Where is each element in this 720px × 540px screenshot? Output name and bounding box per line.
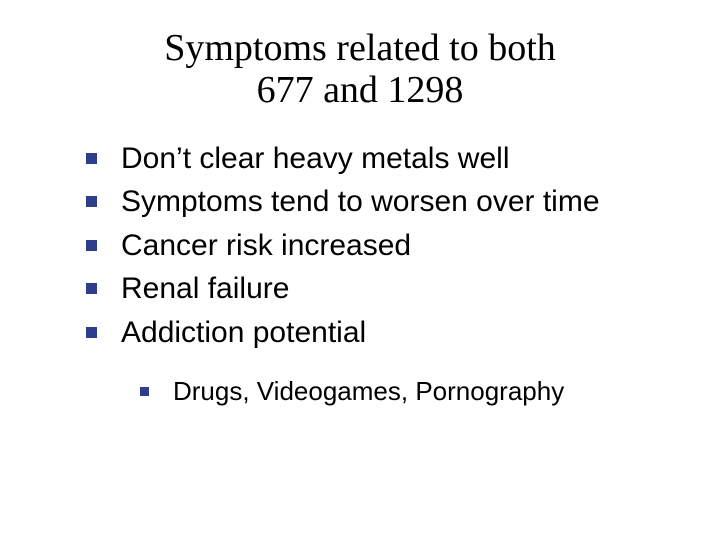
list-item: Renal failure xyxy=(86,270,680,308)
square-bullet-icon xyxy=(86,283,97,294)
slide: Symptoms related to both 677 and 1298 Do… xyxy=(0,0,720,540)
bullet-text: Drugs, Videogames, Pornography xyxy=(173,375,564,408)
bullet-text: Symptoms tend to worsen over time xyxy=(121,183,600,221)
slide-title: Symptoms related to both 677 and 1298 xyxy=(40,28,680,112)
square-bullet-icon xyxy=(86,153,97,164)
list-item: Addiction potential xyxy=(86,314,680,352)
square-bullet-icon xyxy=(140,387,149,396)
slide-content: Don’t clear heavy metals well Symptoms t… xyxy=(40,140,680,408)
slide-title-line1: Symptoms related to both xyxy=(164,27,556,69)
bullet-text: Addiction potential xyxy=(121,314,366,352)
square-bullet-icon xyxy=(86,196,97,207)
list-item: Drugs, Videogames, Pornography xyxy=(140,375,680,408)
list-item: Cancer risk increased xyxy=(86,227,680,265)
bullet-text: Renal failure xyxy=(121,270,289,308)
square-bullet-icon xyxy=(86,327,97,338)
list-item: Symptoms tend to worsen over time xyxy=(86,183,680,221)
list-item: Don’t clear heavy metals well xyxy=(86,140,680,178)
bullet-text: Cancer risk increased xyxy=(121,227,411,265)
square-bullet-icon xyxy=(86,240,97,251)
slide-title-line2: 677 and 1298 xyxy=(257,69,464,111)
bullet-text: Don’t clear heavy metals well xyxy=(121,140,510,178)
